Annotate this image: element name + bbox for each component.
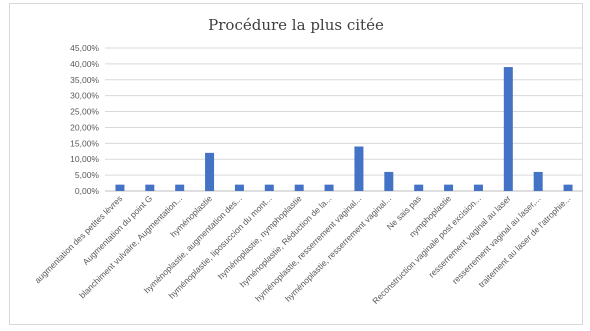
y-tick-label: 15,00% [70, 138, 99, 148]
bar [115, 184, 125, 191]
bar [503, 67, 513, 191]
bar [444, 184, 454, 191]
bar [324, 184, 334, 191]
x-category-label: hyménoplastie, resserrement vaginal... [253, 193, 363, 303]
y-tick-label: 20,00% [70, 122, 99, 132]
y-tick-label: 5,00% [75, 170, 100, 180]
y-tick-label: 10,00% [70, 154, 99, 164]
x-category-label: Reconstruction vaginale post excision... [370, 193, 483, 306]
bar [414, 184, 424, 191]
y-tick-label: 0,00% [75, 186, 100, 196]
y-tick-label: 45,00% [70, 43, 99, 53]
y-axis-ticks: 0,00% 5,00% 10,00% 15,00% 20,00% 25,00% 30,00%… [70, 43, 99, 196]
bars [115, 67, 573, 191]
y-tick-label: 25,00% [70, 107, 99, 117]
bar [354, 146, 364, 191]
y-tick-label: 40,00% [70, 59, 99, 69]
bar [234, 184, 244, 191]
y-tick-label: 30,00% [70, 91, 99, 101]
bar [264, 184, 274, 191]
bar [294, 184, 304, 191]
bar [563, 184, 573, 191]
bar [473, 184, 483, 191]
bar [175, 184, 185, 191]
x-axis-labels: augmentation des petites lèvresAugmentat… [32, 193, 572, 306]
chart-frame [9, 3, 583, 325]
gridlines [105, 47, 583, 192]
bar [533, 171, 543, 191]
bar [205, 152, 215, 191]
bar [145, 184, 155, 191]
bar [384, 171, 394, 191]
chart-title: Procédure la plus citée [208, 16, 384, 34]
x-category-label: hyménoplastie, resserrement vaginal... [283, 193, 393, 303]
y-tick-label: 35,00% [70, 75, 99, 85]
